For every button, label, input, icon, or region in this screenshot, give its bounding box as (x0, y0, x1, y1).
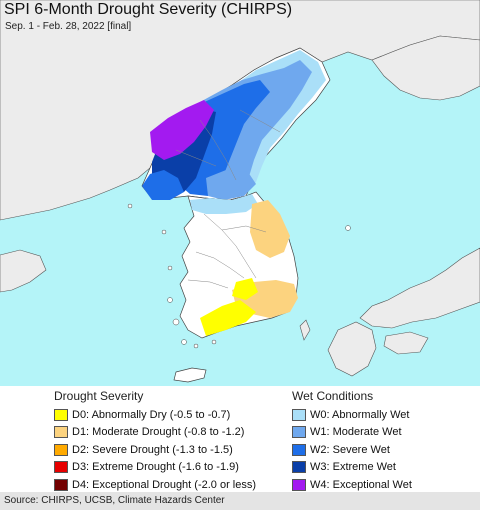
ulleung-island (345, 225, 351, 231)
swatch-w2 (292, 443, 306, 456)
legend-item-d3: D3: Extreme Drought (-1.6 to -1.9) (54, 459, 256, 477)
legend-label-d1: D1: Moderate Drought (-0.8 to -1.2) (72, 426, 245, 439)
swatch-d3 (54, 461, 68, 474)
japan-honshu (359, 247, 480, 329)
legend-item-d1: D1: Moderate Drought (-0.8 to -1.2) (54, 424, 256, 442)
legend-label-w4: W4: Exceptional Wet (310, 478, 412, 491)
swatch-w0 (292, 408, 306, 421)
wet-w4-northwest (150, 100, 214, 160)
source-credit: Source: CHIRPS, UCSB, Climate Hazards Ce… (0, 492, 480, 510)
china-coast-south (0, 249, 47, 293)
tsushima (299, 319, 311, 341)
legend-item-d2: D2: Severe Drought (-1.3 to -1.5) (54, 441, 256, 459)
wet-w0-dmz (190, 194, 258, 214)
wet-w1-southeast (206, 170, 256, 200)
coastal-islands (127, 203, 217, 349)
legend-item-w1: W1: Moderate Wet (292, 424, 412, 442)
legend-label-w0: W0: Abnormally Wet (310, 408, 410, 421)
swatch-w1 (292, 426, 306, 439)
legend-item-w3: W3: Extreme Wet (292, 459, 412, 477)
map-subtitle: Sep. 1 - Feb. 28, 2022 [final] (5, 21, 132, 32)
admin-boundaries (175, 109, 281, 289)
legend-label-w3: W3: Extreme Wet (310, 461, 396, 474)
legend-item-d0: D0: Abnormally Dry (-0.5 to -0.7) (54, 406, 256, 424)
map-title: SPI 6-Month Drought Severity (CHIRPS) (4, 1, 293, 18)
swatch-d4 (54, 478, 68, 491)
jeju-island (173, 367, 207, 383)
drought-legend: Drought Severity D0: Abnormally Dry (-0.… (54, 389, 256, 494)
legend-label-d0: D0: Abnormally Dry (-0.5 to -0.7) (72, 408, 231, 421)
legend-label-w1: W1: Moderate Wet (310, 426, 402, 439)
legend-label-d3: D3: Extreme Drought (-1.6 to -1.9) (72, 461, 239, 474)
swatch-d0 (54, 408, 68, 421)
japan-kyushu (327, 321, 377, 377)
russia-landmass (371, 35, 480, 101)
legend-item-w0: W0: Abnormally Wet (292, 406, 412, 424)
wet-legend: Wet Conditions W0: Abnormally Wet W1: Mo… (292, 389, 412, 494)
legend-item-w4: W4: Exceptional Wet (292, 476, 412, 494)
swatch-w3 (292, 461, 306, 474)
wet-w2-southwest (142, 170, 184, 200)
swatch-d1 (54, 426, 68, 439)
drought-map (0, 0, 480, 386)
swatch-d2 (54, 443, 68, 456)
drought-d1-east (250, 200, 290, 258)
legend-label-d4: D4: Exceptional Drought (-2.0 or less) (72, 478, 257, 491)
drought-legend-heading: Drought Severity (54, 389, 144, 403)
drought-d0-south (200, 300, 256, 336)
legend-item-d4: D4: Exceptional Drought (-2.0 or less) (54, 476, 256, 494)
legend: Drought Severity D0: Abnormally Dry (-0.… (0, 386, 480, 494)
legend-label-d2: D2: Severe Drought (-1.3 to -1.5) (72, 443, 233, 456)
swatch-w4 (292, 478, 306, 491)
drought-d0-southeast (232, 278, 258, 300)
wet-legend-heading: Wet Conditions (292, 389, 374, 403)
legend-label-w2: W2: Severe Wet (310, 443, 390, 456)
legend-item-w2: W2: Severe Wet (292, 441, 412, 459)
japan-shikoku (383, 331, 429, 355)
